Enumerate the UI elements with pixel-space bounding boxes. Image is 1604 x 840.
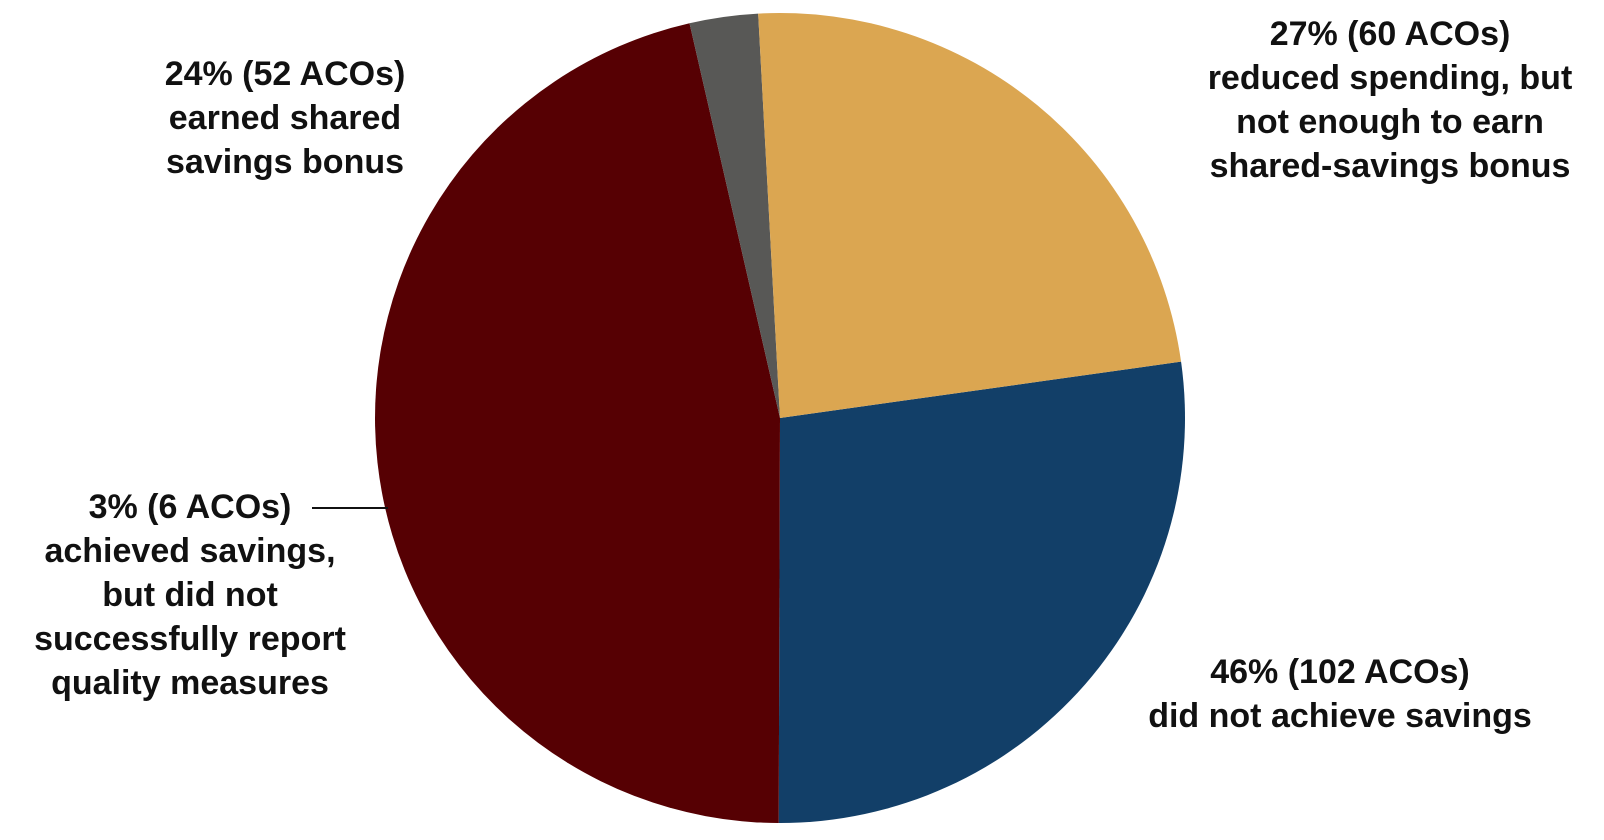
label-line: shared-savings bonus <box>1209 147 1571 185</box>
label-line: earned shared <box>168 99 402 137</box>
label-line: not enough to earn <box>1236 103 1544 141</box>
label-line: 3% (6 ACOs) <box>88 488 292 526</box>
label-line: 46% (102 ACOs) <box>1210 653 1470 691</box>
label-line: did not achieve savings <box>1148 697 1532 735</box>
label-earned-shared-savings: 24% (52 ACOs) earned shared savings bonu… <box>145 52 425 184</box>
pie-slice-notachieved <box>375 23 780 824</box>
label-line: successfully report <box>34 620 346 658</box>
label-reduced-spending: 27% (60 ACOs) reduced spending, but not … <box>1180 12 1600 188</box>
label-line: but did not <box>102 576 278 614</box>
label-line: 27% (60 ACOs) <box>1269 15 1511 53</box>
pie-slice-reduced <box>778 361 1186 824</box>
label-line: 24% (52 ACOs) <box>164 55 406 93</box>
pie-slice-achieved <box>689 13 780 419</box>
label-did-not-achieve-savings: 46% (102 ACOs) did not achieve savings <box>1120 650 1560 738</box>
pie-slices <box>375 13 1186 824</box>
label-line: reduced spending, but <box>1207 59 1573 97</box>
label-achieved-savings: 3% (6 ACOs) achieved savings, but did no… <box>0 485 380 705</box>
label-line: achieved savings, <box>44 532 336 570</box>
pie-slice-earned <box>758 13 1182 418</box>
label-line: quality measures <box>51 664 329 702</box>
label-line: savings bonus <box>165 143 405 181</box>
